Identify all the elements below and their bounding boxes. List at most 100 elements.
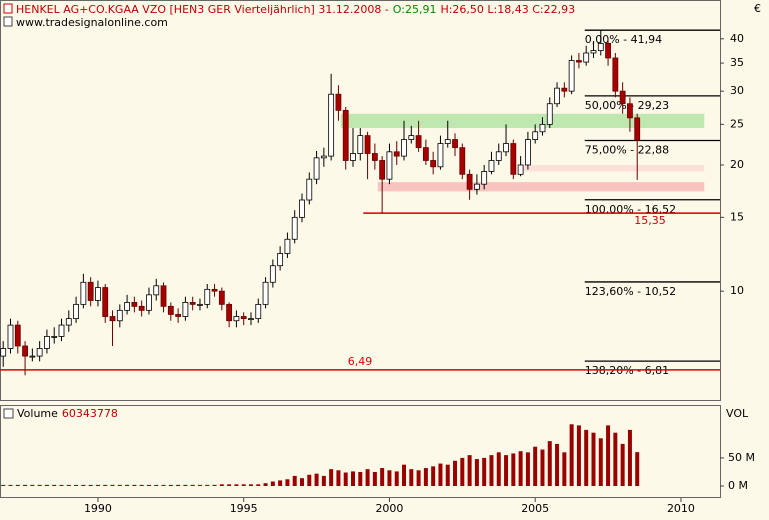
volume-bar — [205, 484, 210, 487]
candle-body — [320, 155, 327, 159]
candle-body — [218, 290, 225, 305]
candle-body — [299, 199, 305, 218]
candle-body — [415, 135, 422, 149]
fib-label: 50,00% - 29,23 — [585, 99, 669, 112]
candle-body — [36, 348, 43, 357]
volume-bar — [74, 484, 79, 487]
candle-body — [233, 316, 240, 322]
y-tick-label: 10 — [730, 284, 744, 297]
volume-bar — [562, 452, 567, 487]
volume-bar — [416, 470, 421, 487]
candle-body — [262, 281, 269, 305]
fib-label: 0,00% - 41,94 — [585, 33, 662, 46]
volume-bar — [584, 429, 589, 487]
candle-body — [379, 160, 386, 180]
candle-body — [495, 151, 502, 161]
volume-bar — [307, 474, 312, 487]
candle-body — [590, 50, 597, 54]
volume-bar — [321, 475, 326, 487]
candle-body — [65, 318, 72, 326]
volume-bar — [154, 484, 159, 487]
candle-body — [525, 139, 531, 166]
candle-body — [44, 335, 50, 349]
volume-bar — [146, 484, 151, 487]
volume-bar — [125, 484, 130, 487]
candle-body — [240, 316, 247, 320]
candle-body — [153, 285, 160, 296]
volume-bar — [168, 484, 173, 487]
volume-bar — [1, 484, 6, 487]
candle-body — [619, 90, 626, 105]
support-label: 15,35 — [634, 214, 666, 227]
volume-bar — [606, 425, 611, 487]
volume-bar — [30, 484, 35, 487]
candle-body — [612, 57, 619, 92]
volume-bar — [278, 480, 283, 487]
candle-body — [226, 303, 233, 322]
candle-body — [546, 103, 553, 125]
candle-body — [58, 324, 65, 337]
volume-bar — [351, 471, 356, 487]
volume-bar — [343, 472, 348, 487]
volume-bar — [139, 484, 144, 487]
candle-body — [532, 131, 539, 140]
candle-body — [342, 109, 349, 161]
y-tick-label: 15 — [730, 210, 744, 223]
volume-bar — [438, 463, 443, 487]
volume-bar — [110, 484, 115, 487]
candle-body — [357, 135, 364, 154]
candle-body — [393, 151, 400, 157]
y-tick-label: 50 M — [728, 451, 755, 464]
zone — [520, 164, 705, 172]
candle-body — [452, 139, 458, 149]
y-tick-label: 35 — [730, 56, 744, 69]
candle-body — [0, 348, 7, 357]
candle-body — [204, 288, 211, 305]
volume-bar — [460, 457, 465, 487]
y-tick-label: 40 — [730, 32, 744, 45]
x-tick-label: 1990 — [84, 502, 112, 515]
volume-bar — [132, 484, 137, 487]
candle-body — [146, 294, 152, 311]
candle-body — [95, 287, 101, 301]
candle-body — [102, 287, 109, 317]
x-tick-label: 1995 — [230, 502, 258, 515]
candle-body — [175, 314, 182, 317]
volume-bar — [540, 449, 545, 487]
volume-bar — [431, 466, 436, 487]
volume-bar — [234, 484, 239, 487]
volume-bar — [299, 478, 304, 487]
volume-bar — [241, 484, 246, 487]
volume-bar — [37, 484, 42, 487]
x-tick-label: 2005 — [521, 502, 549, 515]
volume-bar — [336, 470, 341, 487]
volume-bar — [314, 473, 319, 487]
candle-body — [364, 135, 371, 154]
volume-bar — [103, 484, 108, 487]
open-label: O:25,91 — [393, 3, 437, 16]
volume-bar — [474, 459, 479, 487]
volume-bar — [482, 457, 487, 487]
volume-bar — [52, 484, 57, 487]
candle-body — [350, 153, 356, 161]
icon — [3, 3, 13, 14]
volume-bar — [365, 469, 370, 487]
y-tick-label: 30 — [730, 84, 744, 97]
candle-body — [335, 93, 342, 111]
candle-body — [422, 147, 429, 161]
volume-bar — [176, 484, 181, 487]
candle-body — [29, 355, 36, 358]
volume-bar — [219, 484, 224, 487]
volume-bar — [576, 425, 581, 487]
volume-bar — [409, 469, 414, 487]
candle-body — [481, 171, 488, 185]
y-tick-label: 20 — [730, 158, 744, 171]
volume-bar — [285, 479, 290, 487]
zone — [377, 182, 705, 192]
x-tick-label: 2010 — [667, 502, 695, 515]
candle-body — [22, 345, 28, 357]
volume-bar — [569, 424, 574, 487]
candle-body — [627, 103, 633, 119]
